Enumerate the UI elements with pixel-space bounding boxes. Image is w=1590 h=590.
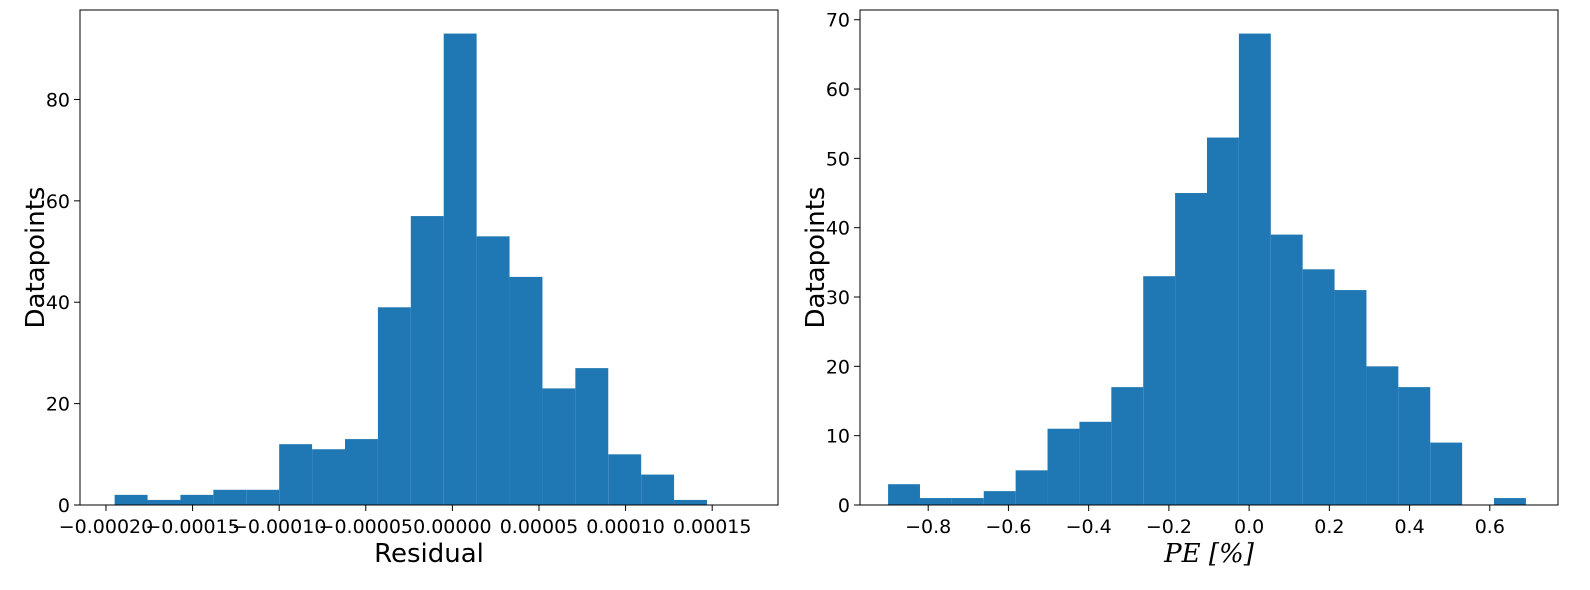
histogram-bar — [147, 499, 181, 505]
histogram-bar — [509, 276, 543, 505]
histogram-bar — [608, 454, 642, 505]
y-tick-label: 40 — [46, 292, 70, 314]
residual-histogram-panel: −0.00020−0.00015−0.00010−0.00005 0.00000 0… — [21, 9, 779, 569]
y-tick-label: 60 — [46, 191, 70, 213]
histogram-bar — [246, 489, 280, 505]
histogram-bar — [1206, 137, 1239, 505]
histogram-bar — [641, 474, 675, 505]
histogram-bar — [312, 449, 345, 505]
plot-frame — [79, 9, 779, 506]
y-tick-label: 20 — [46, 394, 70, 416]
x-tick-label: 0.00005 — [500, 516, 579, 538]
y-tick-label: 40 — [826, 218, 850, 240]
y-tick-label: 80 — [46, 89, 70, 111]
histogram-bar — [180, 494, 214, 505]
histogram-bar — [1366, 366, 1399, 505]
histogram-bar — [888, 484, 920, 505]
x-tick-label: 0.00015 — [673, 516, 752, 538]
y-tick-label: 10 — [826, 426, 850, 448]
y-axis-label: Datapoints — [801, 187, 831, 329]
x-tick-label: 0.0 — [1234, 516, 1264, 538]
x-axis-label: Residual — [374, 539, 484, 569]
histogram-bar — [345, 439, 378, 505]
histogram-bar — [410, 216, 444, 505]
histogram-bar — [542, 388, 576, 505]
histogram-bar — [1302, 269, 1335, 505]
histogram-bar — [1238, 33, 1271, 505]
plot-frame — [859, 9, 1559, 506]
histogram-bar — [1079, 421, 1112, 505]
y-axis-label: Datapoints — [21, 187, 51, 329]
y-tick-label: 20 — [826, 356, 850, 378]
histogram-bar — [1334, 290, 1367, 505]
x-tick-label: −0.8 — [905, 516, 951, 538]
x-tick-label: 0.6 — [1475, 516, 1505, 538]
histogram-bar — [114, 494, 148, 505]
x-axis-label: PE [%] — [1163, 539, 1255, 569]
x-tick-label: −0.4 — [1066, 516, 1112, 538]
histogram-bar — [1015, 470, 1048, 505]
x-tick-label: −0.00020 — [59, 516, 154, 538]
histogram-bar — [443, 33, 477, 505]
histogram-bar — [1143, 276, 1176, 505]
y-tick-label: 0 — [58, 495, 70, 517]
histogram-bar — [377, 307, 411, 505]
histogram-bar — [674, 499, 707, 505]
y-tick-label: 60 — [826, 79, 850, 101]
histogram-bar — [1398, 387, 1431, 505]
histogram-bar — [951, 498, 984, 505]
y-tick-label: 0 — [838, 495, 850, 517]
x-tick-label: 0.00000 — [413, 516, 492, 538]
histogram-bar — [1270, 234, 1303, 505]
histogram-bar — [1047, 428, 1080, 505]
x-tick-label: −0.00010 — [232, 516, 327, 538]
histogram-bar — [213, 489, 247, 505]
histogram-bar — [1494, 498, 1526, 505]
x-tick-label: 0.00010 — [586, 516, 665, 538]
pe-histogram-panel: −0.8 −0.6 −0.4 −0.2 0.0 0.2 0.4 0.6 0 10 20 30 40 50 6… — [801, 9, 1559, 569]
histogram-bar — [476, 236, 510, 505]
x-tick-label: −0.00015 — [145, 516, 240, 538]
histogram-bar — [279, 444, 313, 505]
histogram-bar — [919, 498, 952, 505]
histogram-bar — [1111, 387, 1144, 505]
x-tick-label: −0.2 — [1146, 516, 1192, 538]
y-tick-label: 70 — [826, 10, 850, 32]
y-tick-label: 30 — [826, 287, 850, 309]
x-tick-label: −0.00005 — [319, 516, 414, 538]
x-tick-label: 0.4 — [1394, 516, 1424, 538]
histogram-bar — [983, 491, 1016, 505]
x-tick-label: 0.2 — [1314, 516, 1344, 538]
x-tick-label: −0.6 — [985, 516, 1031, 538]
histogram-bar — [1175, 193, 1207, 505]
histogram-bar — [1430, 442, 1463, 505]
y-tick-label: 50 — [826, 148, 850, 170]
histogram-bar — [575, 368, 609, 505]
